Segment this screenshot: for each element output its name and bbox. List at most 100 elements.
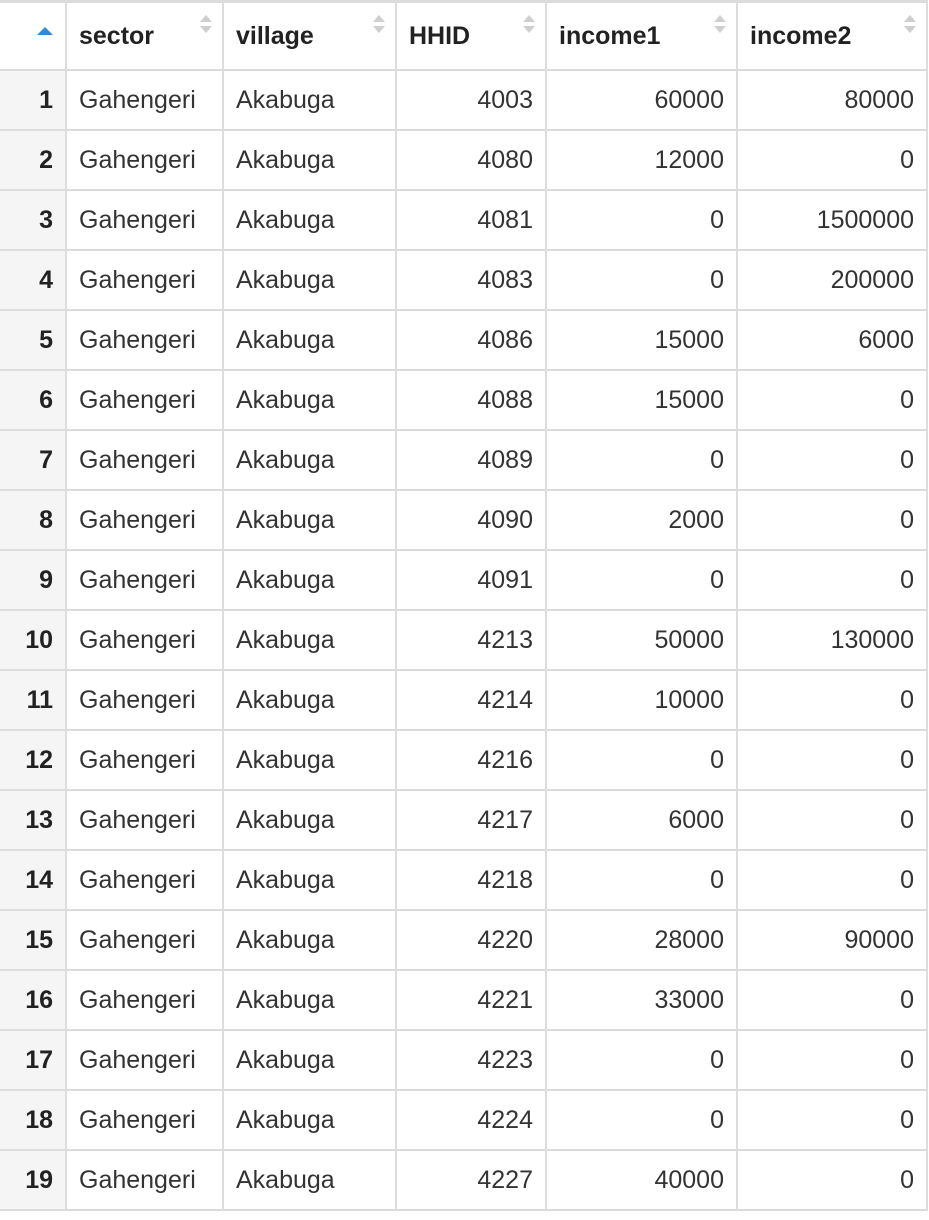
cell-sector: Gahengeri: [65, 249, 224, 311]
cell-income1: 40000: [545, 1149, 738, 1211]
table-row[interactable]: 14 Gahengeri Akabuga 4218 0 0: [0, 849, 928, 911]
cell-village: Akabuga: [222, 969, 397, 1031]
cell-sector: Gahengeri: [65, 309, 224, 371]
table-row[interactable]: 12 Gahengeri Akabuga 4216 0 0: [0, 729, 928, 791]
table-row[interactable]: 6 Gahengeri Akabuga 4088 15000 0: [0, 369, 928, 431]
column-header-label: HHID: [409, 21, 471, 50]
cell-village: Akabuga: [222, 1089, 397, 1151]
cell-income1: 2000: [545, 489, 738, 551]
cell-village: Akabuga: [222, 729, 397, 791]
cell-income2: 0: [736, 1149, 928, 1211]
row-index: 9: [0, 549, 67, 611]
cell-income2: 130000: [736, 609, 928, 671]
cell-hhid: 4223: [395, 1029, 547, 1091]
table-row[interactable]: 10 Gahengeri Akabuga 4213 50000 130000: [0, 609, 928, 671]
cell-sector: Gahengeri: [65, 69, 224, 131]
cell-income2: 0: [736, 369, 928, 431]
cell-hhid: 4218: [395, 849, 547, 911]
cell-village: Akabuga: [222, 249, 397, 311]
cell-income2: 1500000: [736, 189, 928, 251]
column-header-label: income2: [750, 21, 852, 50]
table-header: sector village HHID income1 income2: [0, 0, 928, 71]
table-row[interactable]: 3 Gahengeri Akabuga 4081 0 1500000: [0, 189, 928, 251]
sort-ascending-icon[interactable]: [37, 27, 53, 35]
column-header-sector[interactable]: sector: [65, 0, 224, 71]
sort-toggle-icon[interactable]: [523, 15, 535, 39]
cell-village: Akabuga: [222, 909, 397, 971]
cell-village: Akabuga: [222, 1149, 397, 1211]
cell-hhid: 4086: [395, 309, 547, 371]
cell-hhid: 4221: [395, 969, 547, 1031]
cell-hhid: 4090: [395, 489, 547, 551]
row-index: 6: [0, 369, 67, 431]
cell-income2: 0: [736, 729, 928, 791]
column-header-income1[interactable]: income1: [545, 0, 738, 71]
column-header-index[interactable]: [0, 0, 67, 71]
cell-sector: Gahengeri: [65, 609, 224, 671]
row-index: 18: [0, 1089, 67, 1151]
row-index: 12: [0, 729, 67, 791]
row-index: 16: [0, 969, 67, 1031]
cell-income2: 0: [736, 549, 928, 611]
cell-hhid: 4081: [395, 189, 547, 251]
cell-village: Akabuga: [222, 789, 397, 851]
table-row[interactable]: 1 Gahengeri Akabuga 4003 60000 80000: [0, 69, 928, 131]
cell-income2: 80000: [736, 69, 928, 131]
cell-income1: 0: [545, 249, 738, 311]
column-header-income2[interactable]: income2: [736, 0, 928, 71]
sort-toggle-icon[interactable]: [714, 15, 726, 39]
cell-sector: Gahengeri: [65, 909, 224, 971]
cell-hhid: 4083: [395, 249, 547, 311]
table-row[interactable]: 9 Gahengeri Akabuga 4091 0 0: [0, 549, 928, 611]
cell-village: Akabuga: [222, 1029, 397, 1091]
cell-income1: 6000: [545, 789, 738, 851]
cell-income2: 0: [736, 129, 928, 191]
cell-income1: 0: [545, 1089, 738, 1151]
cell-income1: 0: [545, 849, 738, 911]
table-row[interactable]: 2 Gahengeri Akabuga 4080 12000 0: [0, 129, 928, 191]
table-row[interactable]: 16 Gahengeri Akabuga 4221 33000 0: [0, 969, 928, 1031]
table-row[interactable]: 17 Gahengeri Akabuga 4223 0 0: [0, 1029, 928, 1091]
cell-village: Akabuga: [222, 309, 397, 371]
table-row[interactable]: 13 Gahengeri Akabuga 4217 6000 0: [0, 789, 928, 851]
sort-toggle-icon[interactable]: [373, 15, 385, 39]
cell-hhid: 4224: [395, 1089, 547, 1151]
row-index: 19: [0, 1149, 67, 1211]
table-row[interactable]: 8 Gahengeri Akabuga 4090 2000 0: [0, 489, 928, 551]
cell-income1: 50000: [545, 609, 738, 671]
table-row[interactable]: 19 Gahengeri Akabuga 4227 40000 0: [0, 1149, 928, 1211]
table-row[interactable]: 18 Gahengeri Akabuga 4224 0 0: [0, 1089, 928, 1151]
sort-toggle-icon[interactable]: [904, 15, 916, 39]
sort-toggle-icon[interactable]: [200, 15, 212, 39]
cell-income1: 60000: [545, 69, 738, 131]
cell-sector: Gahengeri: [65, 1029, 224, 1091]
cell-income2: 200000: [736, 249, 928, 311]
cell-income1: 33000: [545, 969, 738, 1031]
cell-village: Akabuga: [222, 129, 397, 191]
row-index: 15: [0, 909, 67, 971]
row-index: 1: [0, 69, 67, 131]
table-row[interactable]: 5 Gahengeri Akabuga 4086 15000 6000: [0, 309, 928, 371]
column-header-hhid[interactable]: HHID: [395, 0, 547, 71]
cell-income2: 90000: [736, 909, 928, 971]
cell-income1: 0: [545, 549, 738, 611]
cell-sector: Gahengeri: [65, 549, 224, 611]
table-row[interactable]: 15 Gahengeri Akabuga 4220 28000 90000: [0, 909, 928, 971]
row-index: 11: [0, 669, 67, 731]
cell-sector: Gahengeri: [65, 669, 224, 731]
cell-income1: 15000: [545, 369, 738, 431]
table-row[interactable]: 7 Gahengeri Akabuga 4089 0 0: [0, 429, 928, 491]
cell-hhid: 4214: [395, 669, 547, 731]
row-index: 2: [0, 129, 67, 191]
cell-income1: 28000: [545, 909, 738, 971]
row-index: 8: [0, 489, 67, 551]
cell-hhid: 4088: [395, 369, 547, 431]
table-row[interactable]: 4 Gahengeri Akabuga 4083 0 200000: [0, 249, 928, 311]
cell-hhid: 4227: [395, 1149, 547, 1211]
cell-hhid: 4213: [395, 609, 547, 671]
row-index: 14: [0, 849, 67, 911]
column-header-village[interactable]: village: [222, 0, 397, 71]
table-row[interactable]: 11 Gahengeri Akabuga 4214 10000 0: [0, 669, 928, 731]
cell-sector: Gahengeri: [65, 189, 224, 251]
cell-sector: Gahengeri: [65, 129, 224, 191]
